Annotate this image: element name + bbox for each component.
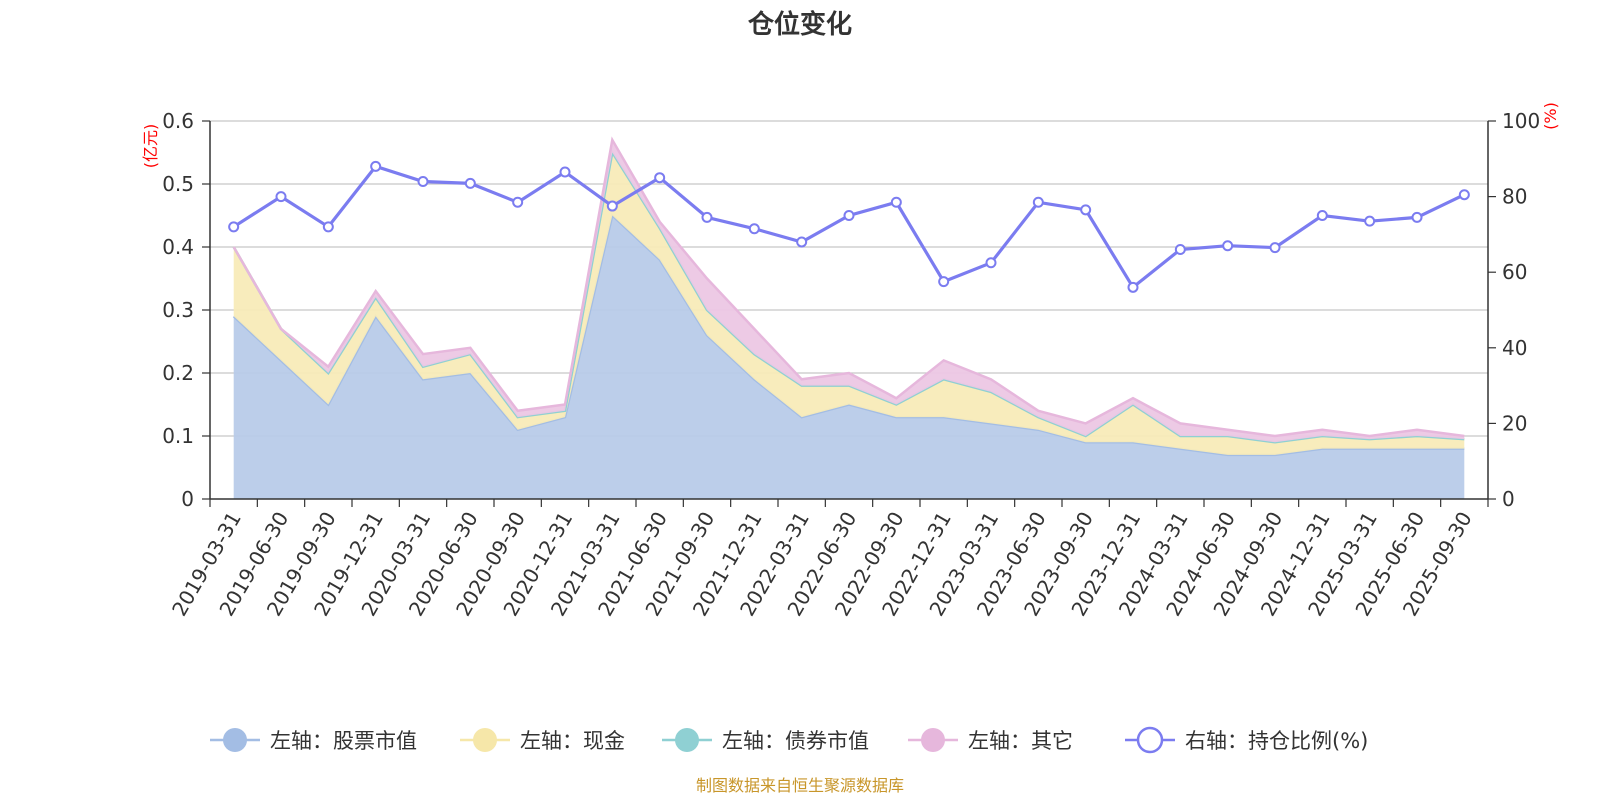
- ratio-point: [322, 221, 334, 233]
- left-tick-label: 0.5: [162, 172, 194, 196]
- legend-label: 左轴：现金: [520, 729, 625, 753]
- legend-marker: [223, 728, 247, 752]
- right-tick-label: 0: [1502, 487, 1515, 511]
- right-tick-label: 80: [1502, 185, 1527, 209]
- ratio-point: [748, 223, 760, 235]
- legend: 左轴：股票市值 左轴：现金 左轴：债券市值 左轴：其它 右轴：持仓比例(%): [210, 726, 1368, 754]
- left-tick-label: 0.4: [162, 235, 194, 259]
- legend-item: 左轴：股票市值: [210, 728, 417, 753]
- right-tick-label: 60: [1502, 260, 1527, 284]
- ratio-point: [890, 196, 902, 208]
- legend-marker: [921, 728, 945, 752]
- ratio-point: [1174, 244, 1186, 256]
- right-axis-unit: (%): [1541, 102, 1560, 130]
- ratio-point: [606, 200, 618, 212]
- ratio-point: [654, 172, 666, 184]
- legend-item: 左轴：现金: [460, 728, 625, 753]
- legend-label: 右轴：持仓比例(%): [1185, 729, 1368, 753]
- ratio-point: [275, 191, 287, 203]
- legend-item: 左轴：债券市值: [662, 728, 869, 753]
- ratio-point: [843, 210, 855, 221]
- left-axis-unit: (亿元): [141, 124, 160, 169]
- ratio-point: [938, 276, 950, 288]
- right-tick-label: 20: [1502, 411, 1527, 435]
- ratio-point: [370, 160, 382, 172]
- legend-label: 左轴：其它: [968, 729, 1073, 753]
- ratio-point: [1032, 196, 1044, 208]
- ratio-point: [512, 196, 524, 208]
- source-note: 制图数据来自恒生聚源数据库: [696, 776, 904, 795]
- ratio-point: [1364, 215, 1376, 227]
- legend-label: 左轴：股票市值: [270, 729, 417, 753]
- area-edge-4: [232, 136, 1465, 438]
- stacked-areas: [232, 136, 1465, 499]
- legend-marker: [675, 728, 699, 752]
- legend-label: 左轴：债券市值: [722, 729, 869, 753]
- ratio-point: [1127, 281, 1139, 293]
- ratio-point: [559, 166, 571, 178]
- left-tick-label: 0: [181, 487, 194, 511]
- legend-marker: [473, 728, 497, 752]
- ratio-line-series: [228, 160, 1470, 293]
- ratio-point: [701, 211, 713, 223]
- ratio-point: [985, 257, 997, 269]
- ratio-point: [1316, 210, 1328, 221]
- left-tick-label: 0.1: [162, 424, 194, 448]
- ratio-point: [1222, 240, 1234, 252]
- ratio-point: [1458, 189, 1470, 201]
- area-1: [233, 215, 1465, 499]
- chart-title: 仓位变化: [747, 9, 852, 40]
- ratio-point: [417, 175, 429, 187]
- ratio-point: [228, 221, 240, 233]
- ratio-point: [1411, 211, 1423, 223]
- right-tick-label: 100: [1502, 109, 1540, 133]
- ratio-point: [1080, 204, 1092, 216]
- right-tick-label: 40: [1502, 336, 1527, 360]
- ratio-point: [796, 236, 808, 248]
- left-tick-label: 0.2: [162, 361, 194, 385]
- area-4: [233, 139, 1465, 443]
- ratio-point: [1269, 242, 1281, 254]
- legend-item: 左轴：其它: [908, 728, 1073, 753]
- area-2: [233, 152, 1465, 455]
- ratio-point: [464, 177, 476, 189]
- legend-marker: [1136, 726, 1164, 754]
- left-tick-label: 0.3: [162, 298, 194, 322]
- left-tick-label: 0.6: [162, 109, 194, 133]
- legend-item: 右轴：持仓比例(%): [1125, 726, 1368, 754]
